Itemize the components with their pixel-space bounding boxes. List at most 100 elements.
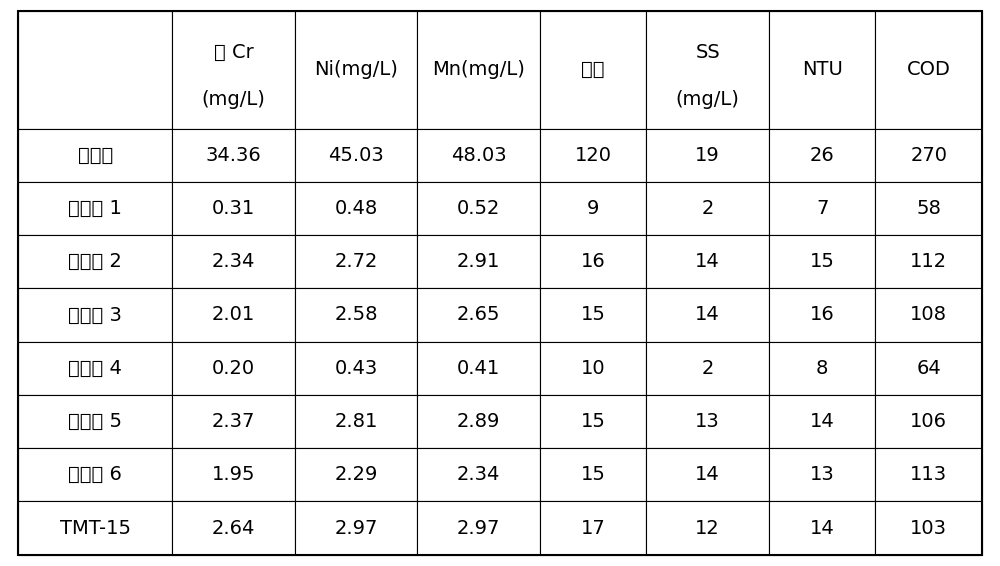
Bar bbox=[172, 342, 295, 395]
Text: 实施例 1: 实施例 1 bbox=[68, 199, 122, 218]
Bar bbox=[646, 128, 769, 182]
Bar bbox=[769, 235, 875, 288]
Bar bbox=[769, 182, 875, 235]
Text: 2.29: 2.29 bbox=[335, 465, 378, 484]
Bar bbox=[540, 182, 646, 235]
Text: 实施例 4: 实施例 4 bbox=[68, 359, 122, 378]
Text: 0.48: 0.48 bbox=[335, 199, 378, 218]
Bar bbox=[875, 448, 982, 501]
Text: NTU: NTU bbox=[802, 61, 843, 79]
Text: 19: 19 bbox=[695, 145, 720, 165]
Bar bbox=[769, 501, 875, 555]
Text: 16: 16 bbox=[581, 252, 606, 271]
Text: 2.34: 2.34 bbox=[212, 252, 255, 271]
Text: 2.91: 2.91 bbox=[457, 252, 500, 271]
Bar bbox=[417, 182, 540, 235]
Bar bbox=[18, 235, 172, 288]
Text: 112: 112 bbox=[910, 252, 947, 271]
Bar bbox=[18, 128, 172, 182]
Bar bbox=[646, 11, 769, 128]
Text: 106: 106 bbox=[910, 412, 947, 431]
Text: 13: 13 bbox=[695, 412, 720, 431]
Text: 12: 12 bbox=[695, 518, 720, 538]
Text: TMT-15: TMT-15 bbox=[60, 518, 131, 538]
Text: 7: 7 bbox=[816, 199, 828, 218]
Bar bbox=[172, 288, 295, 342]
Bar bbox=[769, 395, 875, 448]
Bar bbox=[875, 11, 982, 128]
Text: 色度: 色度 bbox=[581, 61, 605, 79]
Bar bbox=[18, 395, 172, 448]
Text: SS: SS bbox=[695, 43, 720, 62]
Text: 26: 26 bbox=[810, 145, 835, 165]
Bar bbox=[172, 395, 295, 448]
Text: 13: 13 bbox=[810, 465, 835, 484]
Text: 实施例 3: 实施例 3 bbox=[68, 306, 122, 324]
Text: (mg/L): (mg/L) bbox=[676, 90, 740, 109]
Bar bbox=[540, 128, 646, 182]
Bar bbox=[540, 342, 646, 395]
Bar bbox=[417, 235, 540, 288]
Bar bbox=[875, 182, 982, 235]
Text: 2.64: 2.64 bbox=[212, 518, 255, 538]
Text: Ni(mg/L): Ni(mg/L) bbox=[314, 61, 398, 79]
Text: 64: 64 bbox=[916, 359, 941, 378]
Text: 实施例 5: 实施例 5 bbox=[68, 412, 122, 431]
Bar bbox=[646, 288, 769, 342]
Bar bbox=[769, 11, 875, 128]
Text: 2.37: 2.37 bbox=[212, 412, 255, 431]
Bar bbox=[769, 288, 875, 342]
Bar bbox=[417, 395, 540, 448]
Bar bbox=[295, 501, 417, 555]
Bar bbox=[769, 448, 875, 501]
Text: 14: 14 bbox=[695, 465, 720, 484]
Bar bbox=[417, 11, 540, 128]
Text: 2: 2 bbox=[702, 199, 714, 218]
Text: 2.89: 2.89 bbox=[457, 412, 500, 431]
Bar bbox=[769, 342, 875, 395]
Bar bbox=[295, 11, 417, 128]
Bar bbox=[295, 128, 417, 182]
Bar bbox=[646, 235, 769, 288]
Text: 原废水: 原废水 bbox=[78, 145, 113, 165]
Bar bbox=[172, 182, 295, 235]
Text: Mn(mg/L): Mn(mg/L) bbox=[432, 61, 525, 79]
Bar bbox=[540, 288, 646, 342]
Bar bbox=[172, 235, 295, 288]
Bar bbox=[295, 235, 417, 288]
Text: 实施例 2: 实施例 2 bbox=[68, 252, 122, 271]
Bar bbox=[417, 288, 540, 342]
Bar bbox=[417, 448, 540, 501]
Text: 15: 15 bbox=[810, 252, 835, 271]
Bar bbox=[646, 182, 769, 235]
Text: 2.97: 2.97 bbox=[457, 518, 500, 538]
Bar bbox=[18, 288, 172, 342]
Bar bbox=[540, 448, 646, 501]
Bar bbox=[172, 501, 295, 555]
Text: 48.03: 48.03 bbox=[451, 145, 507, 165]
Bar bbox=[295, 448, 417, 501]
Bar bbox=[295, 395, 417, 448]
Bar bbox=[417, 501, 540, 555]
Text: 9: 9 bbox=[587, 199, 599, 218]
Text: 2.01: 2.01 bbox=[212, 306, 255, 324]
Bar bbox=[417, 342, 540, 395]
Text: 0.52: 0.52 bbox=[457, 199, 500, 218]
Text: (mg/L): (mg/L) bbox=[202, 90, 266, 109]
Text: 0.31: 0.31 bbox=[212, 199, 255, 218]
Bar bbox=[172, 11, 295, 128]
Text: 45.03: 45.03 bbox=[328, 145, 384, 165]
Bar bbox=[172, 128, 295, 182]
Bar bbox=[769, 128, 875, 182]
Text: 2.34: 2.34 bbox=[457, 465, 500, 484]
Text: 2.58: 2.58 bbox=[334, 306, 378, 324]
Bar bbox=[875, 288, 982, 342]
Bar bbox=[875, 501, 982, 555]
Bar bbox=[18, 501, 172, 555]
Text: 15: 15 bbox=[581, 412, 606, 431]
Text: 0.43: 0.43 bbox=[335, 359, 378, 378]
Text: 2.65: 2.65 bbox=[457, 306, 500, 324]
Bar bbox=[646, 501, 769, 555]
Text: 14: 14 bbox=[810, 518, 835, 538]
Text: 2: 2 bbox=[702, 359, 714, 378]
